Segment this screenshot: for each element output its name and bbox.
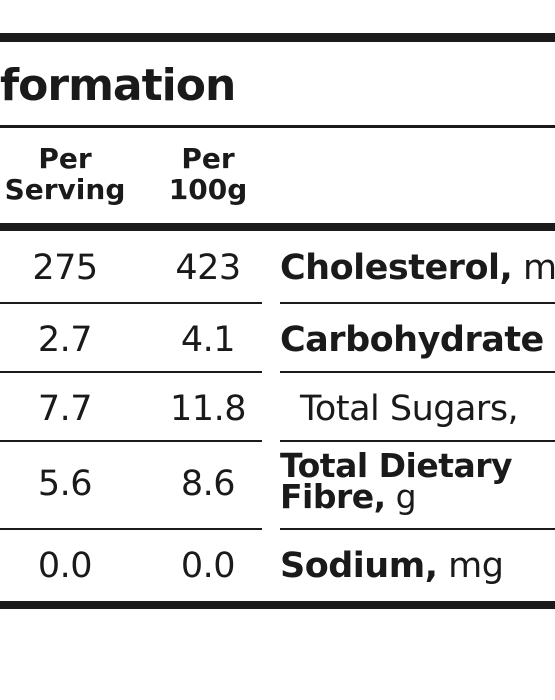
row-divider-3-right — [280, 440, 555, 442]
row-5-label: Sodium, mg — [280, 546, 504, 586]
row-4-unit: g — [395, 477, 417, 516]
row-1-per-serving: 275 — [32, 248, 98, 288]
row-2-per-100g: 4.1 — [180, 320, 236, 360]
row-5-per-100g: 0.0 — [180, 546, 236, 586]
row-4-per-100g: 8.6 — [180, 464, 236, 504]
row-divider-2-left — [0, 371, 262, 373]
row-divider-1-right — [280, 302, 555, 304]
row-divider-3-left — [0, 440, 262, 442]
bottom-rule — [0, 601, 555, 609]
row-1-per-100g: 423 — [175, 248, 241, 288]
row-divider-2-right — [280, 371, 555, 373]
row-5-nutrient: Sodium, — [280, 546, 438, 586]
per-100g-line-2: 100g — [168, 173, 248, 206]
row-5-per-serving: 0.0 — [37, 546, 93, 586]
row-2-label: Carbohydrate — [280, 320, 544, 360]
top-rule — [0, 33, 555, 42]
row-2-per-serving: 2.7 — [37, 320, 93, 360]
row-4-nutrient: Total Dietary — [280, 446, 513, 485]
row-5-unit: mg — [448, 546, 504, 586]
row-4-nutrient-line-2: Fibre, — [280, 477, 386, 516]
row-divider-4-right — [280, 528, 555, 530]
row-4-per-serving: 5.6 — [37, 464, 93, 504]
per-serving-line-2: Serving — [4, 173, 126, 206]
title-rule — [0, 125, 555, 128]
row-3-unit: Total Sugars, — [300, 389, 519, 429]
row-4-label: Total Dietary Fibre, g — [280, 449, 513, 513]
row-1-nutrient: Cholesterol, — [280, 248, 513, 288]
column-header-per-serving: Per Serving — [0, 143, 130, 205]
panel-title: formation — [0, 60, 236, 111]
row-1-unit: m — [522, 248, 555, 288]
row-1-label: Cholesterol, m — [280, 248, 555, 288]
per-100g-line-1: Per — [181, 142, 235, 175]
row-divider-4-left — [0, 528, 262, 530]
row-2-nutrient: Carbohydrate — [280, 320, 544, 360]
row-3-per-serving: 7.7 — [37, 389, 93, 429]
row-3-per-100g: 11.8 — [170, 389, 246, 429]
row-divider-1-left — [0, 302, 262, 304]
row-3-label: Total Sugars, — [300, 389, 519, 429]
header-rule — [0, 223, 555, 231]
per-serving-line-1: Per — [38, 142, 92, 175]
column-header-per-100g: Per 100g — [148, 143, 268, 205]
